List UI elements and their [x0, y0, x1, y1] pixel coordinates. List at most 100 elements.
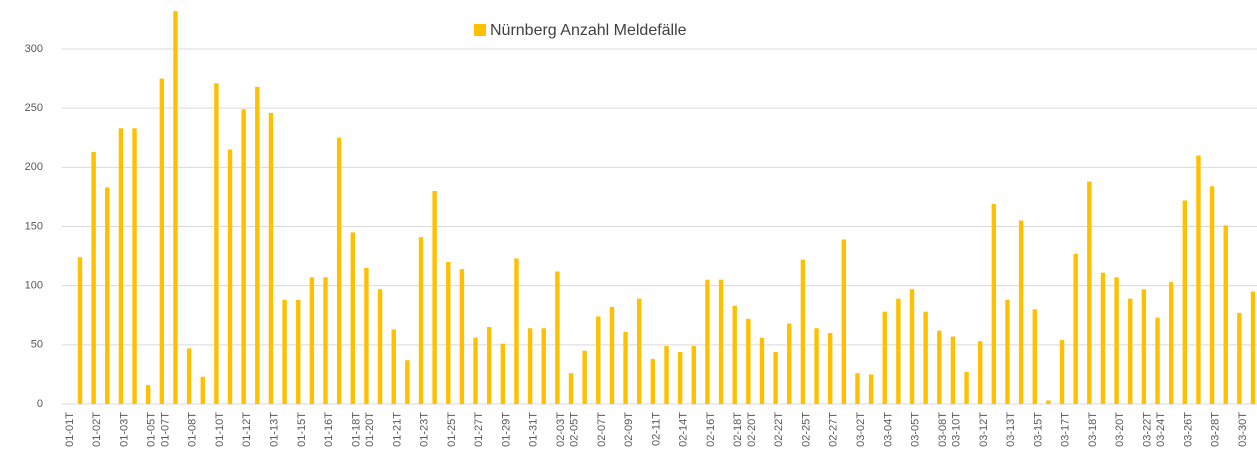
x-tick-label: 02-09T	[623, 412, 635, 447]
bar	[1005, 299, 1010, 404]
x-tick-label: 03-13T	[1005, 412, 1017, 447]
bar	[978, 341, 983, 404]
bar	[650, 359, 656, 404]
x-tick-label: 01-13T	[268, 412, 280, 447]
bar	[800, 259, 806, 404]
x-tick-label: 02-27T	[828, 412, 840, 447]
bar	[759, 337, 765, 404]
y-tick-label: 250	[25, 102, 43, 114]
bar	[1046, 400, 1051, 404]
x-tick-label: 01-12T	[241, 412, 253, 447]
bar	[555, 271, 560, 404]
x-tick-label: 01-03T	[118, 412, 130, 447]
bar	[1182, 200, 1188, 404]
bar	[514, 258, 519, 404]
bar	[691, 346, 696, 404]
bar	[459, 269, 465, 404]
bar	[623, 331, 628, 404]
bar	[609, 306, 615, 404]
x-tick-label: 02-14T	[678, 412, 690, 447]
bar	[186, 348, 192, 404]
bar	[405, 360, 410, 404]
bar	[827, 333, 833, 404]
bar	[1196, 155, 1201, 404]
bar	[1073, 253, 1078, 404]
bar	[105, 187, 110, 404]
bar	[255, 86, 260, 404]
x-tick-label: 02-22T	[773, 412, 785, 447]
bar	[77, 257, 83, 404]
x-tick-label: 03-12T	[978, 412, 990, 447]
bar	[227, 149, 233, 404]
x-tick-label: 01-07T	[159, 412, 171, 447]
x-tick-label: 01-20T	[364, 412, 376, 447]
x-tick-label: 03-02T	[855, 412, 867, 447]
x-tick-label: 03-30T	[1237, 412, 1249, 447]
bar	[814, 328, 819, 404]
bar	[964, 372, 969, 404]
x-tick-label: 02-20T	[746, 412, 758, 447]
bar	[841, 239, 847, 404]
legend-text: Nürnberg Anzahl Meldefälle	[490, 22, 687, 39]
x-tick-label: 03-18T	[1087, 412, 1099, 447]
x-tick-label: 03-26T	[1182, 412, 1194, 447]
bar	[473, 337, 478, 404]
bar	[1114, 277, 1119, 404]
x-tick-label: 01-05T	[146, 412, 158, 447]
bar	[173, 11, 178, 405]
y-tick-label: 200	[25, 161, 43, 173]
y-tick-label: 150	[25, 220, 43, 232]
bar	[1250, 291, 1256, 404]
bar	[746, 318, 751, 404]
bar	[268, 112, 274, 405]
bar	[200, 376, 205, 404]
bar	[309, 277, 315, 404]
x-tick-label: 01-08T	[187, 412, 199, 447]
x-tick-label: 02-07T	[596, 412, 608, 447]
bar	[882, 311, 887, 404]
bar	[1018, 220, 1024, 404]
bar	[145, 385, 151, 404]
x-tick-label: 01-10T	[214, 412, 226, 447]
bar	[336, 137, 342, 404]
x-tick-label: 01-29T	[500, 412, 512, 447]
bar	[214, 83, 219, 405]
x-tick-label: 01-21T	[391, 412, 403, 447]
bar	[923, 311, 928, 404]
bar	[705, 279, 710, 404]
y-tick-label: 50	[31, 339, 43, 351]
bar	[855, 373, 860, 404]
x-tick-label: 03-28T	[1210, 412, 1222, 447]
x-tick-label: 01-31T	[528, 412, 540, 447]
x-tick-label: 01-25T	[446, 412, 458, 447]
bar	[950, 336, 956, 404]
bar	[364, 267, 369, 404]
x-tick-label: 02-11T	[650, 412, 662, 446]
bar	[787, 323, 792, 404]
x-tick-label: 03-08T	[937, 412, 949, 447]
bar	[1087, 181, 1092, 404]
y-tick-label: 100	[25, 280, 43, 292]
bar	[296, 299, 301, 404]
bar	[991, 204, 997, 404]
bar	[377, 289, 383, 404]
bar	[1059, 340, 1065, 404]
bar	[541, 328, 546, 404]
bar	[773, 351, 778, 404]
bar	[582, 350, 587, 404]
x-tick-label: 01-18T	[350, 412, 362, 447]
bar	[596, 316, 601, 404]
x-tick-label: 01-15T	[296, 412, 308, 447]
x-tick-label: 03-20T	[1114, 412, 1126, 447]
bar	[500, 343, 506, 404]
x-tick-label: 02-03T	[555, 412, 567, 447]
bar	[677, 351, 683, 404]
bar	[1155, 317, 1160, 404]
legend-swatch	[474, 24, 486, 36]
x-tick-label: 01-01T	[64, 412, 76, 447]
x-tick-label: 01-16T	[323, 412, 335, 447]
bar	[118, 128, 124, 405]
bar	[527, 328, 533, 404]
bar	[909, 289, 915, 404]
